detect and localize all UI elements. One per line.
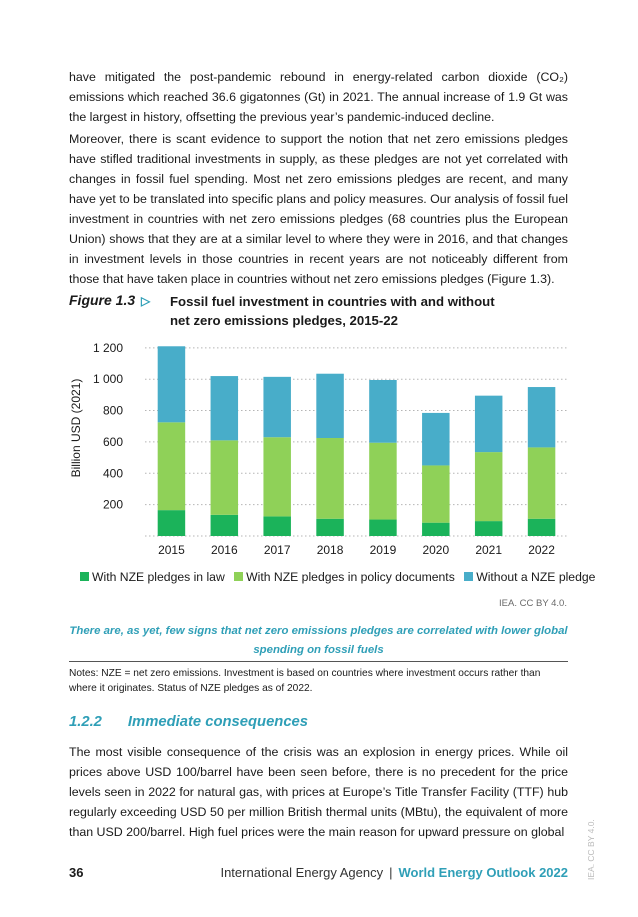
bar-segment-none: [422, 412, 450, 466]
bar-segment-law: [157, 510, 186, 536]
x-tick-label: 2020: [422, 543, 449, 557]
x-tick-label: 2018: [317, 543, 344, 557]
section-title: Immediate consequences: [127, 714, 309, 730]
y-tick-label: 200: [103, 498, 123, 512]
bar-segment-none: [474, 395, 503, 453]
bar-segment-law: [369, 519, 397, 536]
legend-swatch-law: [80, 572, 89, 581]
stacked-bar-chart: 200 400 600 800 1 000 1 200 Billion USD (2021)…: [69, 341, 568, 557]
chart-legend: With NZE pledges in law With NZE pledges…: [80, 570, 601, 584]
legend-label-policy: With NZE pledges in policy documents: [246, 570, 455, 584]
bar-segment-none: [369, 379, 397, 443]
figure-notes: Notes: NZE = net zero emissions. Investm…: [69, 668, 541, 694]
y-tick-label: 600: [103, 435, 123, 449]
legend-swatch-none: [464, 572, 474, 581]
bar-segment-none: [527, 387, 556, 448]
x-tick-label: 2016: [211, 543, 238, 557]
legend-item-policy: With NZE pledges in policy documents: [234, 570, 455, 584]
y-tick-label: 800: [103, 404, 123, 418]
bar-segment-law: [474, 521, 503, 536]
bar-segment-policy: [369, 442, 397, 520]
footer-org: International Energy Agency: [220, 865, 384, 880]
bar-segment-law: [527, 518, 556, 536]
page-number: 36: [69, 865, 84, 880]
legend-swatch-policy: [234, 572, 244, 581]
body-paragraph-1: have mitigated the post-pandemic rebound…: [69, 70, 568, 124]
figure-number: Figure 1.3: [69, 292, 136, 308]
x-tick-label: 2022: [528, 543, 555, 557]
bar-segment-law: [263, 516, 291, 536]
x-tick-label: 2017: [264, 543, 291, 557]
section-heading: 1.2.2 Immediate consequences: [69, 714, 308, 730]
y-tick-label: 1 000: [93, 372, 123, 386]
bar-segment-policy: [527, 447, 556, 519]
y-tick-label: 1 200: [93, 341, 123, 355]
figure-title: Fossil fuel investment in countries with…: [170, 294, 495, 328]
footer-publication: World Energy Outlook 2022: [398, 865, 568, 880]
divider: [69, 661, 568, 662]
footer-separator: |: [389, 865, 393, 880]
y-tick-label: 400: [103, 466, 123, 480]
figure-label: Figure 1.3 ▷: [69, 292, 150, 308]
legend-label-none: Without a NZE pledge: [476, 570, 596, 584]
body-paragraph-3: The most visible consequence of the cris…: [69, 745, 568, 839]
x-tick-label: 2015: [158, 543, 185, 557]
bar-segment-policy: [210, 440, 239, 515]
bar-segment-policy: [474, 452, 503, 522]
bar-segment-none: [210, 376, 239, 441]
bar-segment-none: [316, 373, 344, 438]
bar-segment-none: [157, 346, 186, 423]
page-footer: International Energy Agency | World Energy…: [220, 865, 568, 880]
figure-source: IEA. CC BY 4.0.: [499, 598, 567, 609]
bar-segment-policy: [263, 437, 291, 517]
bar-segment-policy: [157, 422, 186, 511]
bar-segment-policy: [316, 438, 344, 519]
bar-segment-law: [422, 522, 450, 536]
bar-segment-none: [263, 376, 291, 438]
legend-label-law: With NZE pledges in law: [92, 570, 225, 584]
x-tick-label: 2021: [475, 543, 502, 557]
bar-segment-law: [316, 518, 344, 536]
bar-segment-law: [210, 514, 239, 536]
bar-segment-policy: [422, 465, 450, 523]
section-number: 1.2.2: [69, 714, 102, 730]
x-tick-label: 2019: [370, 543, 397, 557]
side-watermark: IEA. CC BY 4.0.: [586, 819, 596, 880]
triangle-right-icon: ▷: [141, 294, 151, 308]
body-paragraph-2: Moreover, there is scant evidence to sup…: [69, 132, 568, 286]
legend-item-none: Without a NZE pledge: [464, 570, 595, 584]
figure-key-message: There are, as yet, few signs that net ze…: [69, 625, 568, 656]
legend-item-law: With NZE pledges in law: [80, 570, 225, 584]
y-axis-label: Billion USD (2021): [69, 379, 83, 478]
